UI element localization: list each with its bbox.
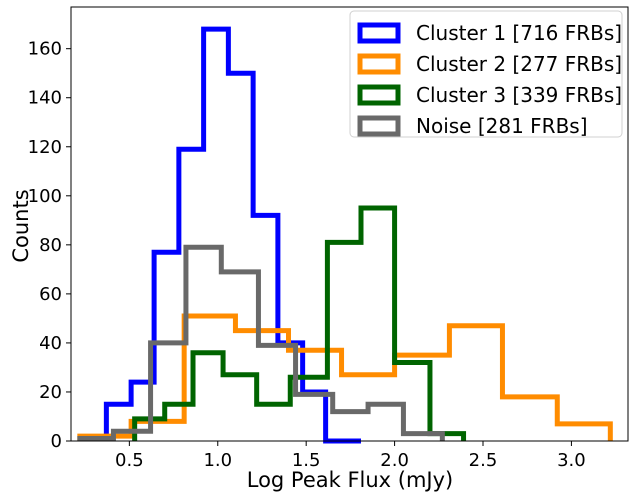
y-tick-label: 0 [51,431,62,452]
legend-swatch-1 [357,22,401,44]
legend-swatch-2 [357,53,401,75]
y-tick-label: 60 [39,284,62,305]
x-tick-label: 3.0 [557,450,586,471]
legend-label-4: Noise [281 FRBs] [416,114,588,138]
legend: Cluster 1 [716 FRBs] Cluster 2 [277 FRBs]… [349,10,623,138]
y-tick-label: 120 [28,137,62,158]
y-tick-label: 80 [39,235,62,256]
legend-label-3: Cluster 3 [339 FRBs] [416,83,622,107]
histogram-series-4 [77,244,445,442]
y-tick-label: 20 [39,382,62,403]
y-tick-label: 160 [28,39,62,60]
axes-layer: 0.5 1.0 1.5 2.0 2.5 3.0 0 20 40 60 80 100 120 140 160 [28,6,629,471]
series-layer [77,26,613,444]
histogram-series-3 [132,205,467,441]
x-tick-label: 2.5 [469,450,498,471]
y-axis-label: Counts [9,189,33,262]
y-tick-label: 40 [39,333,62,354]
legend-label-2: Cluster 2 [277 FRBs] [416,52,622,76]
legend-swatch-3 [357,84,401,106]
y-tick-label: 100 [28,186,62,207]
x-tick-label: 1.0 [203,450,232,471]
x-tick-label: 0.5 [115,450,144,471]
legend-swatch-4 [357,115,401,137]
legend-label-1: Cluster 1 [716 FRBs] [416,21,622,45]
legend-box [349,10,623,138]
y-tick-label: 140 [28,88,62,109]
x-tick-label: 1.5 [292,450,321,471]
axes-frame [70,6,629,442]
x-tick-label: 2.0 [380,450,409,471]
x-axis-label: Log Peak Flux (mJy) [247,468,454,492]
